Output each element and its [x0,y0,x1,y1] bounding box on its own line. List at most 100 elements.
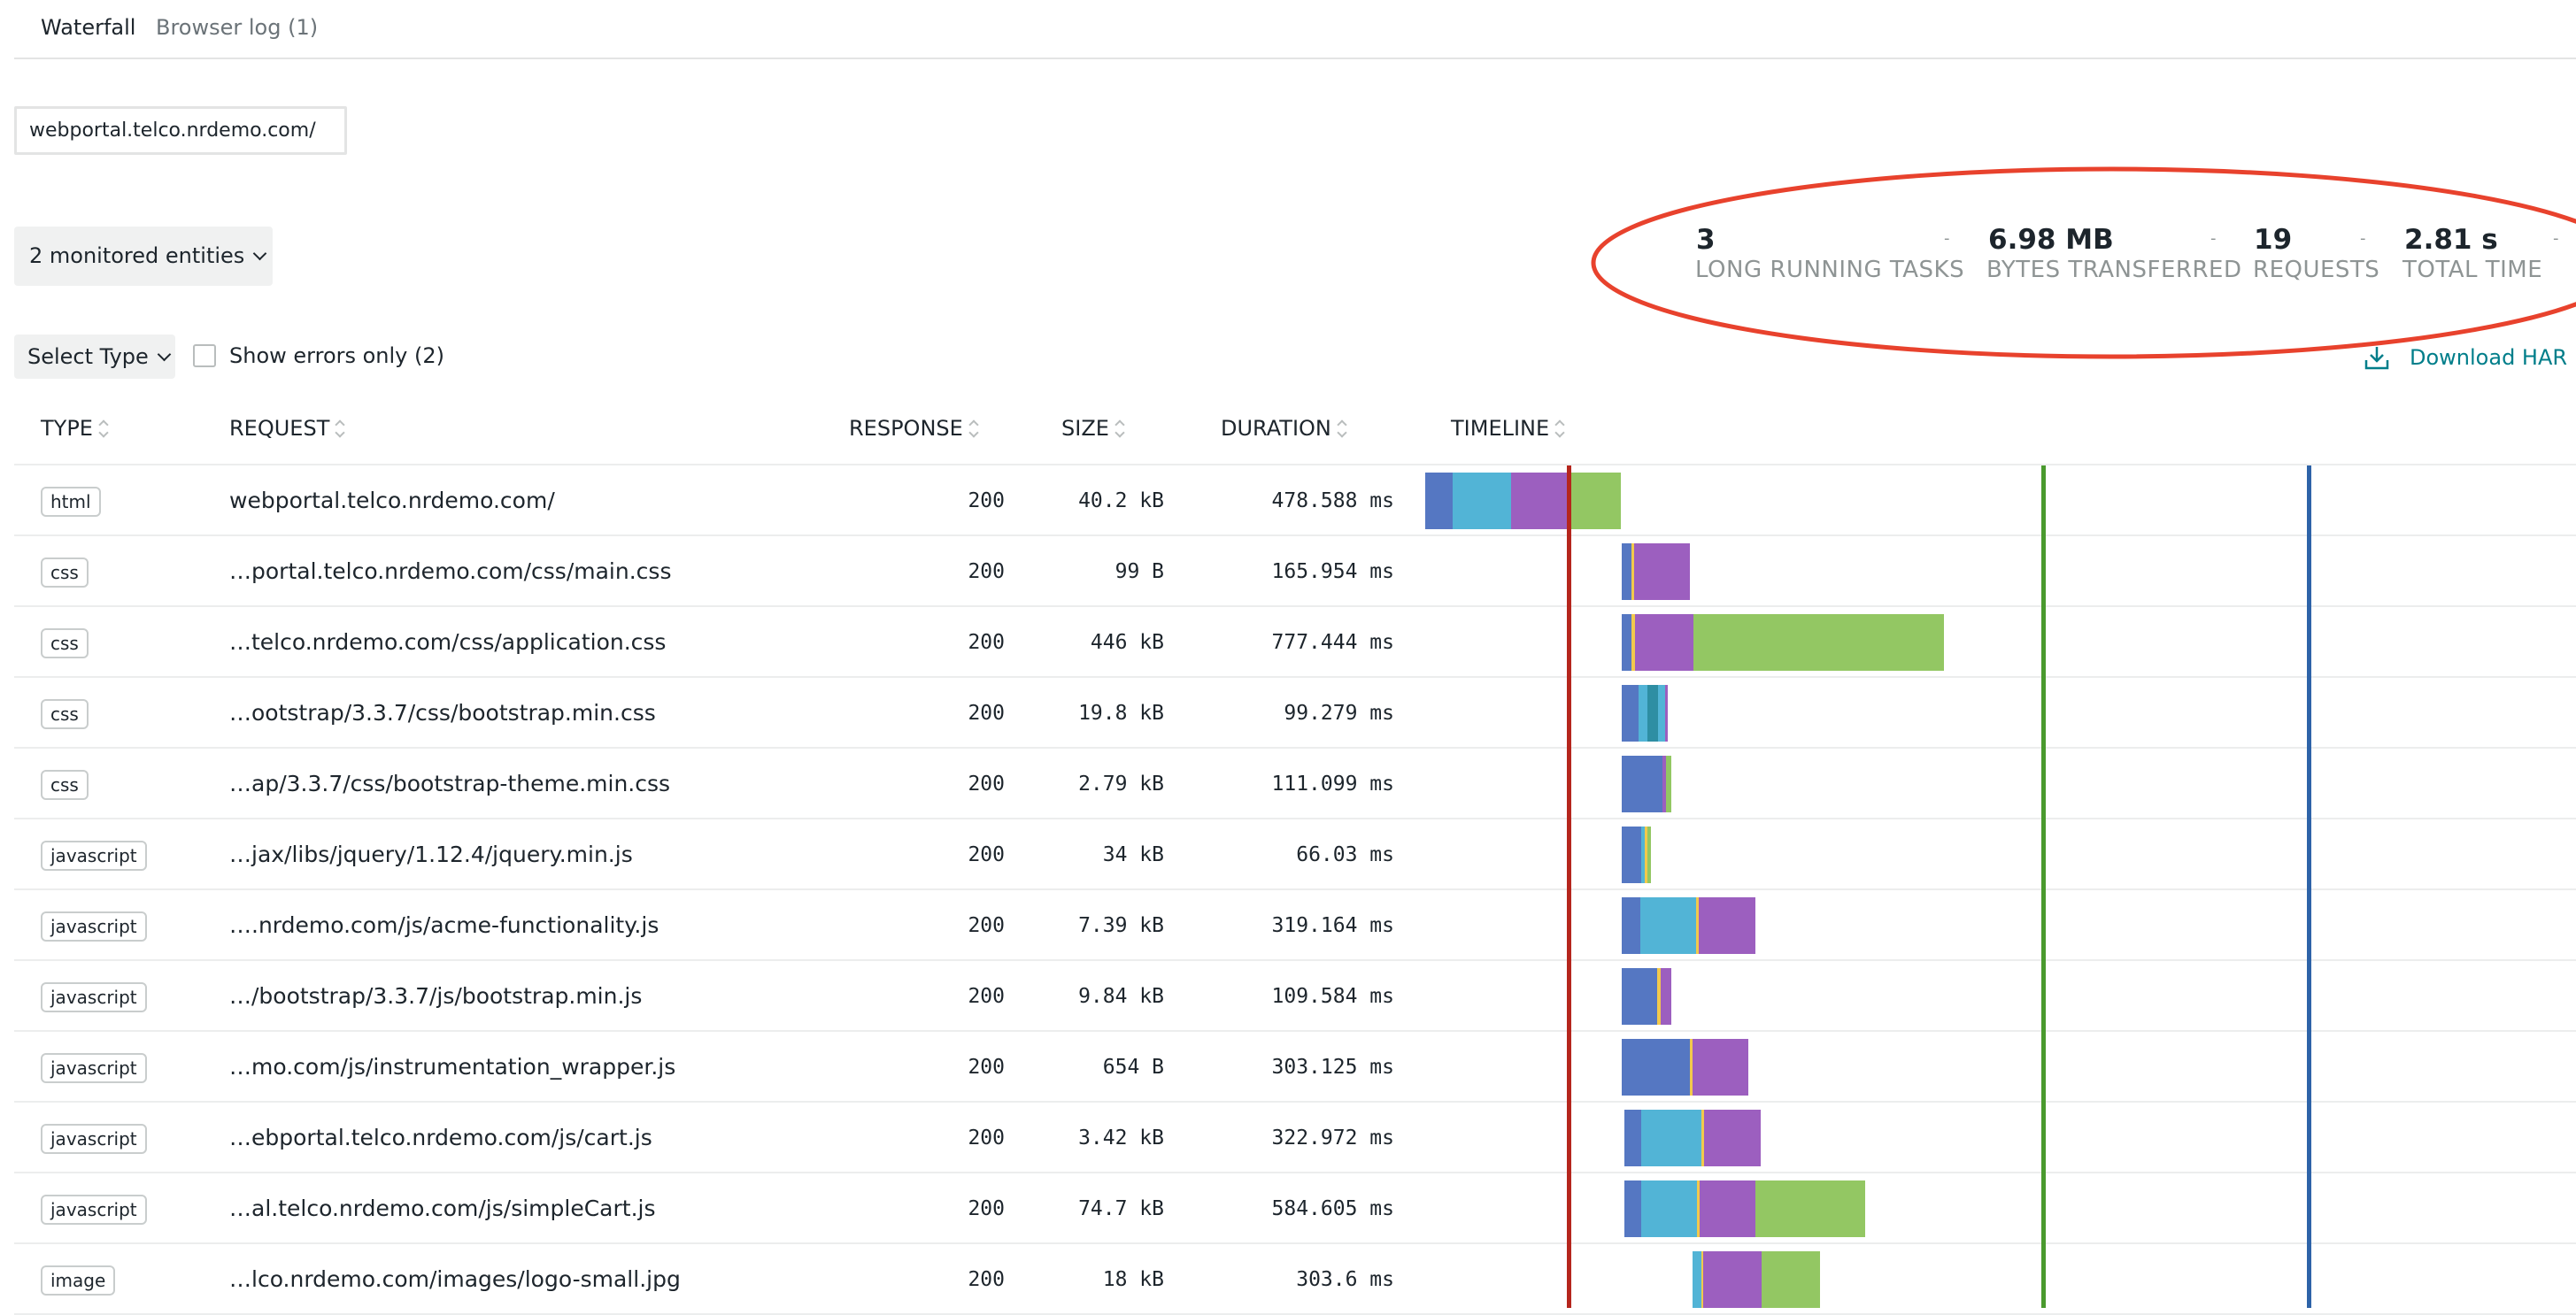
timeline-bar-segment [1622,827,1641,883]
timeline-bar-segment [1647,685,1658,742]
timeline-bar-segment [1647,827,1651,883]
table-row[interactable]: javascript …ebportal.telco.nrdemo.com/js… [0,1103,2576,1173]
column-header-timeline[interactable]: TIMELINE [1451,409,1565,448]
sort-icon [98,419,109,440]
response-code: 200 [968,489,1005,512]
table-row[interactable]: css …ap/3.3.7/css/bootstrap-theme.min.cs… [0,749,2576,819]
request-url: ….nrdemo.com/js/acme-functionality.js [229,912,659,938]
column-header-type[interactable]: TYPE [41,409,109,448]
response-size: 74.7 kB [1078,1197,1164,1220]
show-errors-label[interactable]: Show errors only (2) [229,343,445,368]
request-duration: 111.099 ms [1271,773,1394,796]
column-header-response[interactable]: RESPONSE [849,409,979,448]
table-row[interactable]: css …portal.telco.nrdemo.com/css/main.cs… [0,536,2576,607]
response-size: 18 kB [1102,1268,1164,1291]
response-size: 7.39 kB [1078,914,1164,937]
monitored-entities-dropdown[interactable]: 2 monitored entities [14,227,273,286]
tab-bar: Waterfall Browser log (1) [0,0,2576,59]
sort-icon [968,419,979,440]
response-size: 446 kB [1090,631,1164,654]
response-size: 40.2 kB [1078,489,1164,512]
timeline-bar-segment [1661,968,1671,1025]
table-row[interactable]: css …ootstrap/3.3.7/css/bootstrap.min.cs… [0,678,2576,749]
timeline-bar-segment [1631,543,1634,600]
timeline-bar-segment [1622,1039,1690,1096]
timeline-marker-blue [2307,465,2311,1308]
request-url: …portal.telco.nrdemo.com/css/main.css [229,558,672,584]
response-size: 2.79 kB [1078,773,1164,796]
timeline-bar-segment [1645,827,1647,883]
request-duration: 303.125 ms [1271,1056,1394,1079]
table-row[interactable]: html webportal.telco.nrdemo.com/ 200 40.… [0,465,2576,536]
request-url: …jax/libs/jquery/1.12.4/jquery.min.js [229,842,633,867]
column-header-duration[interactable]: DURATION [1221,409,1347,448]
timeline-bar-segment [1641,1180,1697,1237]
table-row[interactable]: javascript ….nrdemo.com/js/acme-function… [0,890,2576,961]
request-duration: 66.03 ms [1296,843,1394,866]
response-size: 9.84 kB [1078,985,1164,1008]
table-row[interactable]: javascript …/bootstrap/3.3.7/js/bootstra… [0,961,2576,1032]
timeline-bar-segment [1425,473,1453,529]
column-header-request[interactable]: REQUEST [229,409,345,448]
request-url: …al.telco.nrdemo.com/js/simpleCart.js [229,1196,656,1221]
type-badge: javascript [41,911,147,942]
type-badge: css [41,699,89,729]
timeline-bar-segment [1693,1251,1701,1308]
type-badge: css [41,628,89,658]
table-row[interactable]: javascript …jax/libs/jquery/1.12.4/jquer… [0,819,2576,890]
timeline-bar-segment [1568,473,1621,529]
timeline-bar-segment [1634,543,1690,600]
timeline-bar-segment [1622,614,1631,671]
table-row[interactable]: javascript …al.telco.nrdemo.com/js/simpl… [0,1173,2576,1244]
timeline-bar-segment [1622,685,1639,742]
select-type-label: Select Type [27,344,149,369]
timeline-marker-green [2041,465,2046,1308]
show-errors-checkbox[interactable] [193,344,216,367]
stat-total-time-value: 2.81 s [2404,224,2498,256]
response-code: 200 [968,702,1005,725]
timeline-bar-segment [1762,1251,1820,1308]
stat-requests-value: 19 [2254,224,2293,256]
timeline-bar-segment [1690,1039,1693,1096]
response-size: 654 B [1102,1056,1164,1079]
type-badge: image [41,1265,116,1296]
response-code: 200 [968,773,1005,796]
timeline-bar-segment [1697,1180,1700,1237]
stat-long-running-tasks-value: 3 [1696,224,1716,256]
timeline-bar-segment [1701,1110,1704,1166]
sort-icon [1114,419,1125,440]
timeline-bar-segment [1624,1110,1641,1166]
request-url: …/bootstrap/3.3.7/js/bootstrap.min.js [229,983,643,1009]
type-badge: javascript [41,841,147,871]
tab-browser-log[interactable]: Browser log (1) [156,15,319,40]
response-code: 200 [968,560,1005,583]
timeline-bar-segment [1701,1251,1703,1308]
timeline-bar-segment [1453,473,1511,529]
column-header-size[interactable]: SIZE [1061,409,1125,448]
request-duration: 322.972 ms [1271,1127,1394,1150]
tab-waterfall[interactable]: Waterfall [41,15,136,40]
timeline-bar-segment [1699,897,1755,954]
table-row[interactable]: javascript …mo.com/js/instrumentation_wr… [0,1032,2576,1103]
sort-icon [335,419,345,440]
stat-separator: - [2360,229,2366,248]
response-code: 200 [968,843,1005,866]
type-badge: css [41,770,89,800]
download-icon [2364,347,2389,370]
monitored-entities-label: 2 monitored entities [29,243,245,268]
url-filter-input[interactable] [14,106,347,155]
timeline-bar-segment [1755,1180,1865,1237]
timeline-waterfall [1416,465,2576,1308]
sort-icon [1554,419,1565,440]
timeline-bar-segment [1635,614,1693,671]
response-code: 200 [968,914,1005,937]
timeline-bar-segment [1700,1180,1755,1237]
response-size: 99 B [1114,560,1164,583]
timeline-bar-segment [1693,1039,1748,1096]
select-type-dropdown[interactable]: Select Type [14,335,175,379]
request-duration: 99.279 ms [1284,702,1394,725]
request-url: …mo.com/js/instrumentation_wrapper.js [229,1054,676,1080]
response-size: 3.42 kB [1078,1127,1164,1150]
sort-icon [1337,419,1347,440]
table-row[interactable]: css …telco.nrdemo.com/css/application.cs… [0,607,2576,678]
